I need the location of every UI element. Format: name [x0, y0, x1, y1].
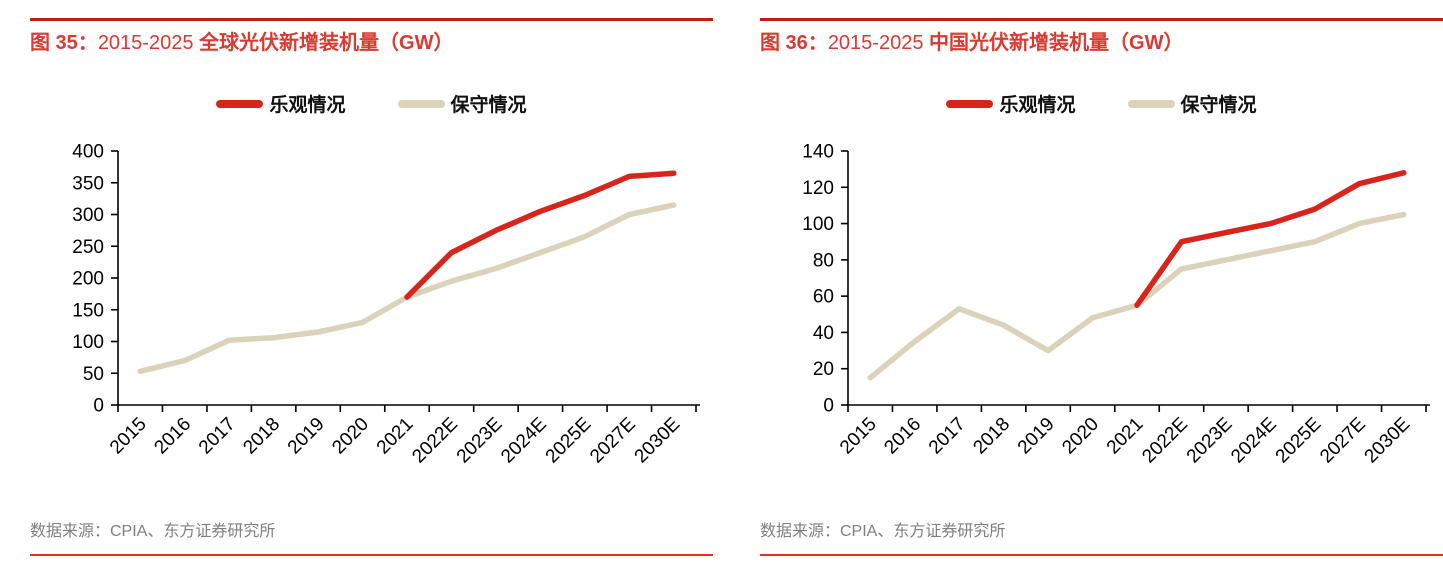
chart-canvas: 0 50 100 150 200 250 300 350 400 2015 2016 2017 2018…: [72, 142, 700, 468]
chart-title-china: 图 36：2015-2025 中国光伏新增装机量（GW）: [760, 30, 1443, 56]
x-axis-label: 2019: [1014, 414, 1059, 459]
y-axis-label: 100: [72, 332, 104, 353]
y-axis-label: 120: [802, 178, 834, 199]
legend-label-optimistic: 乐观情况: [999, 95, 1076, 116]
x-axis-label: 2017: [925, 414, 970, 459]
x-axis-label: 2020: [1058, 414, 1103, 459]
y-axis-label: 50: [83, 364, 104, 385]
x-axis-label: 2030E: [1361, 414, 1415, 468]
figure-number: 图 36：: [760, 32, 828, 54]
top-divider-rule: [760, 18, 1443, 21]
y-axis-label: 200: [72, 269, 104, 290]
x-axis-label: 2022E: [408, 414, 462, 468]
bottom-divider-rule: [30, 554, 713, 556]
y-axis-label: 140: [802, 142, 834, 163]
top-divider-rule: [30, 18, 713, 21]
chart-panel-global: 图 35：2015-2025 全球光伏新增装机量（GW） 乐观情况 保守情况 0…: [30, 0, 713, 574]
figure-subject: 中国光伏新增装机量（GW）: [929, 32, 1184, 54]
y-axis-label: 250: [72, 237, 104, 258]
conservative-line-swatch: [397, 99, 445, 108]
x-axis-label: 2017: [195, 414, 240, 459]
x-axis-label: 2024E: [1227, 414, 1281, 468]
x-axis-label: 2023E: [1183, 414, 1237, 468]
y-axis-label: 60: [813, 287, 834, 308]
x-axis-label: 2023E: [453, 414, 507, 468]
x-axis-label: 2025E: [1272, 414, 1326, 468]
y-axis-label: 40: [813, 323, 834, 344]
series-line-optimistic: [404, 170, 677, 300]
y-axis-label: 80: [813, 250, 834, 271]
x-axis-label: 2016: [880, 414, 925, 459]
legend-item-conservative: 保守情况: [397, 90, 527, 117]
x-axis-label: 2024E: [497, 414, 551, 468]
x-axis-label: 2030E: [631, 414, 685, 468]
y-axis-label: 350: [72, 173, 104, 194]
figure-year-range: 2015-2025: [827, 32, 930, 54]
bottom-divider-rule: [760, 554, 1443, 556]
y-axis-label: 0: [823, 396, 834, 417]
series-line-conservative: [867, 211, 1407, 381]
x-axis-label: 2016: [150, 414, 195, 459]
legend-label-optimistic: 乐观情况: [269, 95, 346, 116]
y-axis-label: 20: [813, 359, 834, 380]
figure-number: 图 35：: [30, 32, 98, 54]
legend-item-optimistic: 乐观情况: [946, 90, 1076, 117]
y-axis-label: 0: [93, 396, 104, 417]
legend: 乐观情况 保守情况: [30, 90, 713, 117]
legend: 乐观情况 保守情况: [760, 90, 1443, 117]
data-source-note: 数据来源：CPIA、东方证券研究所: [760, 523, 1006, 540]
x-axis-label: 2020: [328, 414, 373, 459]
x-axis-label: 2015: [836, 414, 881, 459]
series-line-optimistic: [1134, 170, 1407, 308]
x-axis-label: 2019: [284, 414, 329, 459]
chart-title-global: 图 35：2015-2025 全球光伏新增装机量（GW）: [30, 30, 713, 56]
legend-item-optimistic: 乐观情况: [216, 90, 346, 117]
x-axis-label: 2018: [969, 414, 1014, 459]
figure-subject: 全球光伏新增装机量（GW）: [199, 32, 454, 54]
y-axis-label: 300: [72, 205, 104, 226]
optimistic-line-swatch: [946, 99, 994, 108]
x-axis-label: 2022E: [1138, 414, 1192, 468]
legend-label-conservative: 保守情况: [450, 95, 527, 116]
chart-panel-china: 图 36：2015-2025 中国光伏新增装机量（GW） 乐观情况 保守情况 0…: [760, 0, 1443, 574]
data-source-note: 数据来源：CPIA、东方证券研究所: [30, 523, 276, 540]
conservative-line-swatch: [1127, 99, 1175, 108]
legend-item-conservative: 保守情况: [1127, 90, 1257, 117]
x-axis-label: 2015: [106, 414, 151, 459]
x-axis-label: 2018: [239, 414, 284, 459]
x-axis-label: 2025E: [542, 414, 596, 468]
figure-year-range: 2015-2025: [97, 32, 200, 54]
legend-label-conservative: 保守情况: [1180, 95, 1257, 116]
line-chart-china: 0 20 40 60 80 100 120 140 2015 2016 2017 2018 2019 20…: [760, 133, 1443, 485]
line-chart-global: 0 50 100 150 200 250 300 350 400 2015 2016 2017 2018…: [30, 133, 713, 485]
x-axis-label: 2027E: [586, 414, 640, 468]
y-axis-label: 400: [72, 142, 104, 163]
y-axis-label: 150: [72, 300, 104, 321]
y-axis-label: 100: [802, 214, 834, 235]
optimistic-line-swatch: [216, 99, 264, 108]
x-axis-label: 2027E: [1316, 414, 1370, 468]
series-line-conservative: [137, 202, 677, 375]
